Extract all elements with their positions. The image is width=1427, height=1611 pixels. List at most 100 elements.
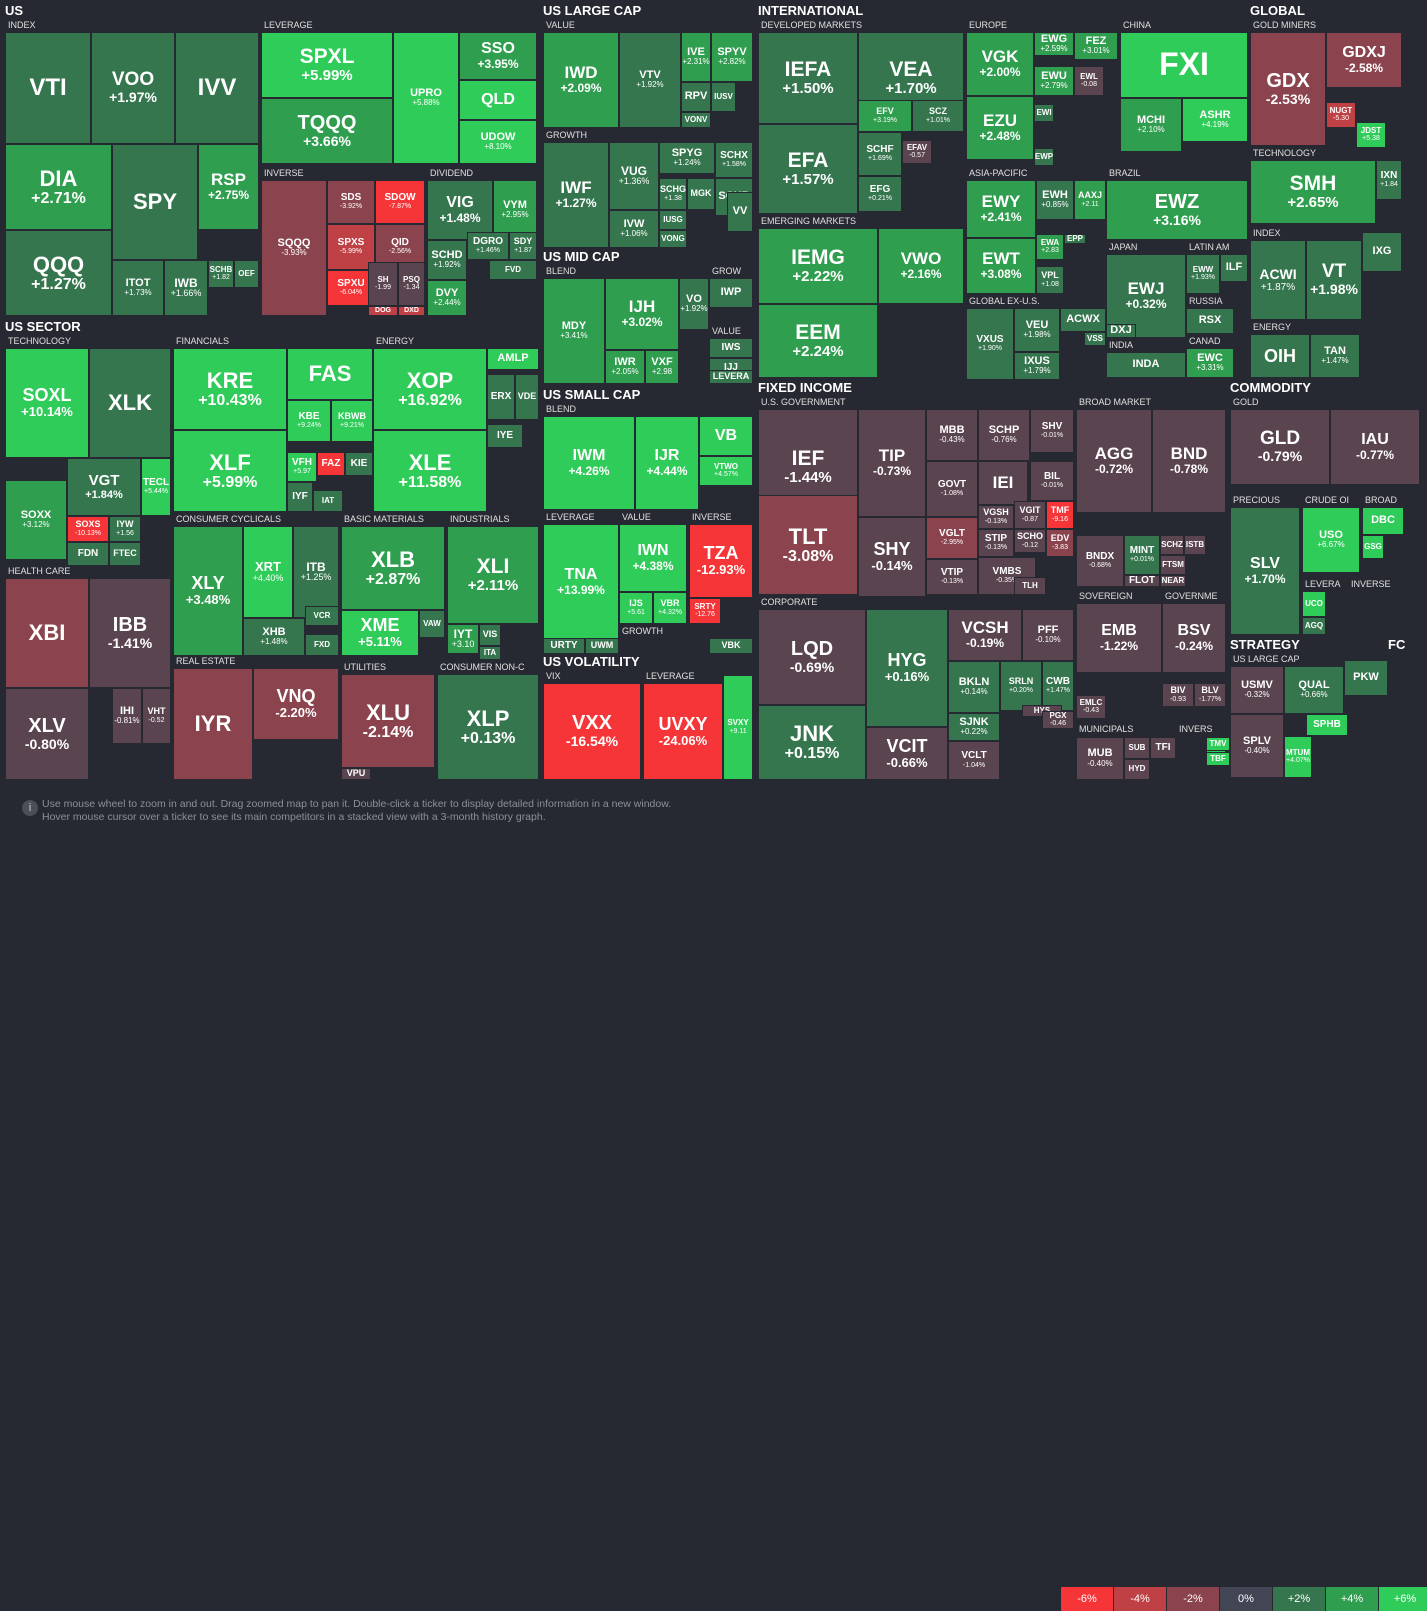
ticker-tile-tlh[interactable]: TLH [1014,577,1046,595]
ticker-tile-cwb[interactable]: CWB +1.47% [1042,661,1074,711]
ticker-tile-vis[interactable]: VIS [479,624,501,646]
ticker-tile-ive[interactable]: IVE +2.31% [681,32,711,82]
ticker-tile-vxf[interactable]: VXF +2.98 [645,350,679,384]
ticker-tile-acwi[interactable]: ACWI +1.87% [1250,240,1306,320]
ticker-tile-splv[interactable]: SPLV -0.40% [1230,714,1284,778]
ticker-tile-mtum[interactable]: MTUM +4.07% [1284,736,1312,778]
ticker-tile-ewl[interactable]: EWL -0.08 [1074,66,1104,96]
ticker-tile-iyt[interactable]: IYT +3.10 [447,624,479,654]
ticker-tile-biv[interactable]: BIV -0.93 [1162,683,1194,707]
ticker-tile-schf[interactable]: SCHF +1.69% [858,132,902,176]
ticker-tile-amlp[interactable]: AMLP [487,348,539,370]
ticker-tile-vym[interactable]: VYM +2.95% [493,180,537,240]
ticker-tile-gld[interactable]: GLD -0.79% [1230,409,1330,485]
ticker-tile-scho[interactable]: SCHO -0.12 [1014,529,1046,553]
ticker-tile-fas[interactable]: FAS [287,348,373,400]
ticker-tile-shv[interactable]: SHV -0.01% [1030,409,1074,453]
ticker-tile-near[interactable]: NEAR [1160,575,1186,587]
ticker-tile-soxx[interactable]: SOXX +3.12% [5,480,67,560]
ticker-tile-xop[interactable]: XOP +16.92% [373,348,487,430]
ticker-tile-efv[interactable]: EFV +3.19% [858,100,912,132]
ticker-tile-oef[interactable]: OEF [234,260,259,288]
ticker-tile-bkln[interactable]: BKLN +0.14% [948,661,1000,713]
ticker-tile-iwb[interactable]: IWB +1.66% [164,260,208,316]
ticker-tile-psq[interactable]: PSQ -1.34 [398,262,425,306]
ticker-tile-vig[interactable]: VIG +1.48% [427,180,493,240]
ticker-tile-ihi[interactable]: IHI -0.81% [112,688,142,744]
ticker-tile-vglt[interactable]: VGLT -2.95% [926,517,978,559]
ticker-tile-qqq[interactable]: QQQ +1.27% [5,230,112,316]
ticker-tile-aaxj[interactable]: AAXJ +2.11 [1074,180,1106,220]
ticker-tile-xlb[interactable]: XLB +2.87% [341,526,445,610]
ticker-tile-iwm[interactable]: IWM +4.26% [543,416,635,510]
ticker-tile-ewz[interactable]: EWZ +3.16% [1106,180,1248,240]
ticker-tile-uwm[interactable]: UWM [585,638,619,654]
ticker-tile-ixg[interactable]: IXG [1362,232,1402,272]
ticker-tile-iei[interactable]: IEI [978,461,1028,505]
ticker-tile-iusg[interactable]: IUSG [659,210,687,230]
ticker-tile-fxd[interactable]: FXD [305,634,339,656]
ticker-tile-spxs[interactable]: SPXS -5.99% [327,224,375,270]
ticker-tile-dia[interactable]: DIA +2.71% [5,144,112,230]
ticker-tile-veu[interactable]: VEU +1.98% [1014,308,1060,352]
ticker-tile-fxi[interactable]: FXI [1120,32,1248,98]
ticker-tile-sqqq[interactable]: SQQQ -3.93% [261,180,327,316]
ticker-tile-iwf[interactable]: IWF +1.27% [543,142,609,248]
ticker-tile-mint[interactable]: MINT +0.01% [1124,535,1160,575]
ticker-tile-itb[interactable]: ITB +1.25% [293,526,339,618]
ticker-tile-udow[interactable]: UDOW +8.10% [459,120,537,164]
ticker-tile-inda[interactable]: INDA [1106,352,1186,378]
ticker-tile-smh[interactable]: SMH +2.65% [1250,160,1376,224]
ticker-tile-efav[interactable]: EFAV -0.57 [902,140,932,164]
ticker-tile-pkw[interactable]: PKW [1344,660,1388,696]
ticker-tile-rsx[interactable]: RSX [1186,308,1234,334]
ticker-tile-bnd[interactable]: BND -0.78% [1152,409,1226,513]
ticker-tile-schp[interactable]: SCHP -0.76% [978,409,1030,461]
ticker-tile-upro[interactable]: UPRO +5.88% [393,32,459,164]
ticker-tile-ewc[interactable]: EWC +3.31% [1186,348,1234,378]
ticker-tile-uco[interactable]: UCO [1302,591,1326,617]
ticker-tile-sjnk[interactable]: SJNK +0.22% [948,713,1000,741]
ticker-tile-iwp[interactable]: IWP [709,278,753,308]
ticker-tile-faz[interactable]: FAZ [317,452,345,476]
ticker-tile-tza[interactable]: TZA -12.93% [689,524,753,598]
ticker-tile-soxl[interactable]: SOXL +10.14% [5,348,89,458]
ticker-tile-stip[interactable]: STIP -0.13% [978,529,1014,557]
ticker-tile-vwo[interactable]: VWO +2.16% [878,228,964,304]
ticker-tile-iau[interactable]: IAU -0.77% [1330,409,1420,485]
ticker-tile-gsg[interactable]: GSG [1362,535,1384,559]
ticker-tile-vxx[interactable]: VXX -16.54% [543,683,641,780]
ticker-tile-vo[interactable]: VO +1.92% [679,278,709,330]
ticker-tile-vti[interactable]: VTI [5,32,91,144]
ticker-tile-xle[interactable]: XLE +11.58% [373,430,487,512]
ticker-tile-fez[interactable]: FEZ +3.01% [1074,32,1118,60]
ticker-tile-sub[interactable]: SUB [1124,737,1150,759]
ticker-tile-spyv[interactable]: SPYV +2.82% [711,32,753,82]
ticker-tile-ivv[interactable]: IVV [175,32,259,144]
ticker-tile-pgx[interactable]: PGX -0.46 [1042,711,1074,729]
ticker-tile-xly[interactable]: XLY +3.48% [173,526,243,656]
ticker-tile-srty[interactable]: SRTY -12.76 [689,598,721,624]
ticker-tile-ixus[interactable]: IXUS +1.79% [1014,352,1060,380]
ticker-tile-xhb[interactable]: XHB +1.48% [243,618,305,656]
ticker-tile-urty[interactable]: URTY [543,638,585,654]
ticker-tile-ashr[interactable]: ASHR +4.19% [1182,98,1248,142]
ticker-tile-levera[interactable]: LEVERA [709,370,753,384]
ticker-tile-vxus[interactable]: VXUS +1.90% [966,308,1014,380]
ticker-tile-gdxj[interactable]: GDXJ -2.58% [1326,32,1402,88]
ticker-tile-tip[interactable]: TIP -0.73% [858,409,926,517]
ticker-tile-bil[interactable]: BIL -0.01% [1030,461,1074,501]
ticker-tile-xlk[interactable]: XLK [89,348,171,458]
ticker-tile-vht[interactable]: VHT -0.52 [142,688,171,744]
ticker-tile-vb[interactable]: VB [699,416,753,456]
ticker-tile-pff[interactable]: PFF -0.10% [1022,609,1074,661]
ticker-tile-ezu[interactable]: EZU +2.48% [966,96,1034,160]
ticker-tile-sdy[interactable]: SDY +1.87 [509,232,537,260]
ticker-tile-tmv[interactable]: TMV [1206,737,1230,751]
ticker-tile-vnq[interactable]: VNQ -2.20% [253,668,339,740]
ticker-tile-vfh[interactable]: VFH +5.97 [287,452,317,482]
ticker-tile-spyg[interactable]: SPYG +1.24% [659,142,715,174]
ticker-tile-xlu[interactable]: XLU -2.14% [341,674,435,768]
ticker-tile-gdx[interactable]: GDX -2.53% [1250,32,1326,146]
ticker-tile-ewp[interactable]: EWP [1034,148,1054,166]
